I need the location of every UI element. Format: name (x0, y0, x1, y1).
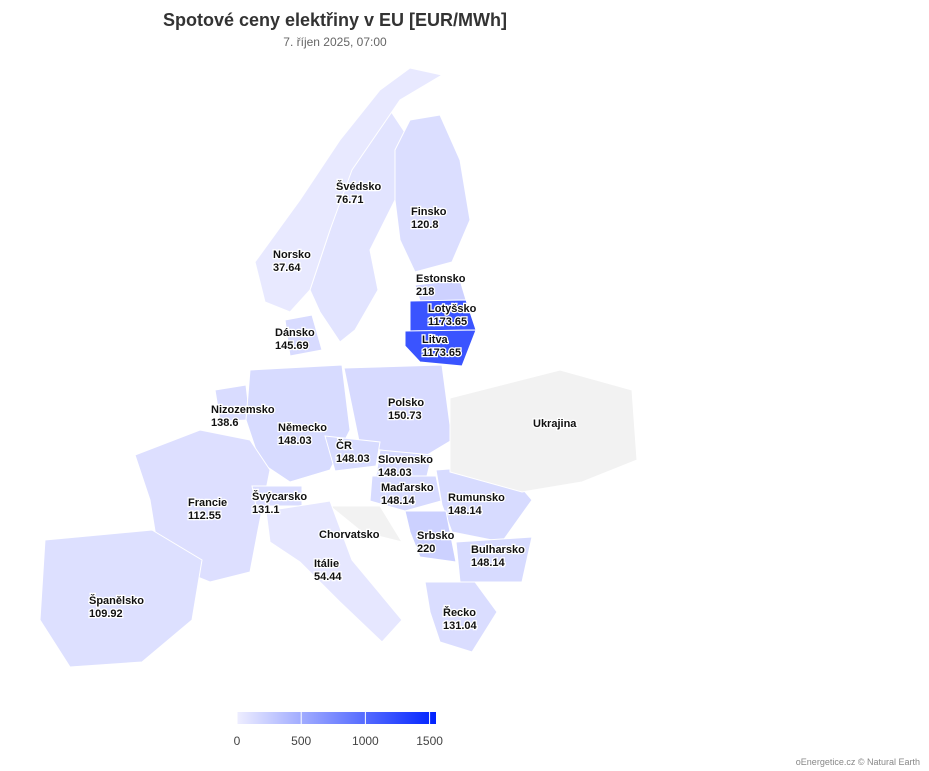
country-name: Švédsko (336, 180, 382, 193)
country (404, 329, 477, 367)
country-name: Nizozemsko (211, 404, 275, 416)
country-value: 145.69 (275, 340, 309, 352)
country (449, 369, 638, 493)
country-value: 131.04 (443, 620, 478, 632)
country-value: 112.55 (188, 510, 221, 522)
country-value: 54.44 (314, 571, 342, 583)
country (394, 114, 471, 273)
country (39, 529, 203, 668)
country-name: Litva (422, 334, 449, 346)
legend-tick-label: 1500 (416, 734, 443, 748)
country-value: 131.1 (252, 504, 280, 516)
country-value: 138.6 (211, 417, 239, 429)
title: Spotové ceny elektřiny v EU [EUR/MWh] (163, 10, 507, 30)
country-value: 1173.65 (428, 316, 467, 328)
country-name: Francie (188, 497, 227, 509)
country (328, 505, 404, 543)
country-name: Slovensko (378, 454, 433, 466)
country-value: 148.03 (278, 435, 312, 447)
country-value: 76.71 (336, 194, 364, 206)
country (245, 364, 351, 483)
country-value: 148.14 (381, 495, 416, 507)
country-name: Španělsko (89, 594, 144, 607)
country-name: Maďarsko (381, 482, 434, 494)
country (324, 435, 381, 472)
country-name: Švýcarsko (252, 490, 307, 503)
country-name: Finsko (411, 206, 447, 218)
country-value: 148.14 (471, 557, 506, 569)
color-bar (237, 712, 436, 724)
country (343, 364, 453, 459)
country-value: 1173.65 (422, 347, 461, 359)
country-name: Rumunsko (448, 492, 505, 504)
country-value: 148.03 (336, 453, 370, 465)
country-name: ČR (336, 439, 352, 452)
color-legend: 0 500 1000 1500 (234, 712, 443, 748)
country-name: Řecko (443, 606, 476, 619)
countries (39, 67, 638, 668)
country (284, 314, 323, 357)
country-name: Itálie (314, 558, 339, 570)
credit: oEnergetice.cz © Natural Earth (796, 757, 920, 767)
country-value: 220 (417, 543, 435, 555)
country-name: Norsko (273, 249, 311, 261)
country-value: 37.64 (273, 262, 301, 274)
legend-tick-label: 1000 (352, 734, 379, 748)
country-value: 218 (416, 286, 434, 298)
country (424, 581, 498, 653)
country-value: 148.03 (378, 467, 412, 479)
country-name: Dánsko (275, 327, 315, 339)
country-value: 148.14 (448, 505, 483, 517)
legend-tick-label: 0 (234, 734, 241, 748)
country-name: Estonsko (416, 273, 466, 285)
country (369, 475, 442, 512)
subtitle: 7. říjen 2025, 07:00 (283, 35, 387, 49)
country-name: Chorvatsko (319, 529, 380, 541)
country-name: Bulharsko (471, 544, 525, 556)
country (265, 500, 403, 643)
country-value: 150.73 (388, 410, 422, 422)
country (404, 510, 457, 563)
country-value: 109.92 (89, 608, 123, 620)
country-name: Lotyšsko (428, 303, 477, 315)
country-value: 120.8 (411, 219, 439, 231)
country (455, 536, 533, 583)
country-name: Německo (278, 422, 327, 434)
country-name: Polsko (388, 397, 424, 409)
country-name: Ukrajina (533, 418, 577, 430)
country-name: Srbsko (417, 530, 455, 542)
country (254, 67, 444, 313)
legend-tick-label: 500 (291, 734, 311, 748)
